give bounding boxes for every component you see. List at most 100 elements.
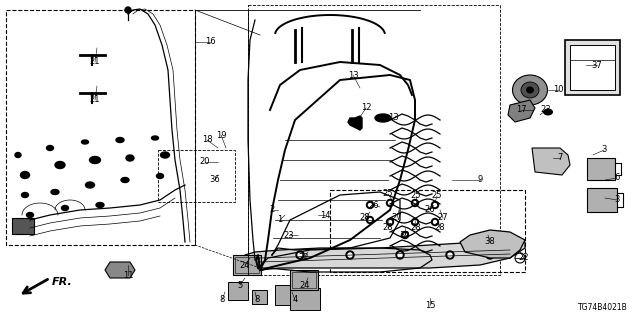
Text: 21: 21 [90, 95, 100, 105]
Ellipse shape [543, 108, 553, 116]
Circle shape [388, 202, 392, 204]
Circle shape [125, 7, 131, 13]
Bar [570, 45, 615, 90]
Text: 7: 7 [557, 154, 563, 163]
Circle shape [401, 231, 408, 238]
Polygon shape [290, 288, 320, 310]
Circle shape [412, 199, 419, 206]
Circle shape [387, 219, 394, 226]
Text: 28: 28 [435, 223, 445, 233]
Circle shape [412, 219, 419, 226]
Text: 25: 25 [432, 191, 442, 201]
Polygon shape [348, 116, 362, 130]
Text: 39: 39 [400, 230, 410, 239]
Text: 9: 9 [477, 175, 483, 185]
Text: 12: 12 [361, 103, 371, 113]
Circle shape [431, 202, 438, 209]
Bar [330, 190, 525, 272]
Polygon shape [235, 257, 259, 273]
Ellipse shape [86, 182, 95, 188]
Polygon shape [252, 290, 267, 304]
Text: 23: 23 [541, 106, 551, 115]
Ellipse shape [513, 75, 547, 105]
Circle shape [387, 199, 394, 206]
Text: 8: 8 [220, 295, 225, 305]
Circle shape [296, 251, 304, 259]
Polygon shape [105, 262, 135, 278]
Polygon shape [290, 270, 318, 290]
Text: 37: 37 [591, 60, 602, 69]
Text: 26: 26 [425, 205, 435, 214]
Ellipse shape [116, 138, 124, 142]
Polygon shape [292, 272, 316, 288]
Text: 4: 4 [292, 295, 298, 305]
Polygon shape [240, 240, 525, 272]
Text: 28: 28 [411, 223, 421, 233]
Circle shape [488, 253, 492, 257]
Circle shape [367, 202, 374, 209]
Text: 24: 24 [300, 281, 310, 290]
Text: 3: 3 [602, 146, 607, 155]
Ellipse shape [126, 155, 134, 161]
Circle shape [348, 253, 352, 257]
Polygon shape [532, 148, 570, 175]
Text: 27: 27 [392, 213, 403, 222]
Ellipse shape [55, 162, 65, 169]
Text: TG74B4021B: TG74B4021B [579, 303, 628, 312]
Bar [12, 218, 34, 234]
Text: 5: 5 [237, 281, 243, 290]
Text: 19: 19 [216, 131, 227, 140]
Bar [565, 40, 620, 95]
Circle shape [433, 220, 436, 223]
Polygon shape [460, 230, 525, 258]
Text: 38: 38 [484, 237, 495, 246]
Text: 10: 10 [553, 85, 563, 94]
Text: 18: 18 [202, 135, 212, 145]
Circle shape [398, 253, 402, 257]
Ellipse shape [15, 153, 21, 157]
Circle shape [448, 253, 452, 257]
Text: 14: 14 [320, 211, 330, 220]
Text: 1: 1 [277, 215, 283, 225]
Text: 13: 13 [388, 114, 398, 123]
Ellipse shape [90, 156, 100, 164]
Text: 24: 24 [240, 260, 250, 269]
Text: 16: 16 [205, 37, 215, 46]
Text: 20: 20 [200, 157, 211, 166]
Text: 17: 17 [516, 106, 526, 115]
Polygon shape [587, 158, 615, 180]
Ellipse shape [47, 146, 54, 150]
Ellipse shape [121, 178, 129, 182]
Text: 28: 28 [383, 223, 394, 233]
Circle shape [369, 204, 371, 206]
Ellipse shape [22, 193, 29, 197]
Circle shape [486, 251, 494, 259]
Ellipse shape [521, 82, 539, 98]
Ellipse shape [375, 114, 391, 122]
Ellipse shape [81, 140, 88, 144]
Circle shape [446, 251, 454, 259]
Ellipse shape [96, 203, 104, 207]
Text: 21: 21 [90, 58, 100, 67]
Ellipse shape [26, 212, 33, 218]
Circle shape [298, 253, 302, 257]
Text: 22: 22 [299, 253, 309, 262]
Text: 25: 25 [411, 191, 421, 201]
Ellipse shape [51, 189, 59, 195]
Text: 3: 3 [614, 196, 620, 204]
Circle shape [369, 219, 371, 221]
Polygon shape [587, 188, 617, 212]
Ellipse shape [20, 172, 29, 179]
Bar [158, 150, 235, 202]
Ellipse shape [526, 86, 534, 93]
Circle shape [346, 251, 354, 259]
Text: 28: 28 [360, 213, 371, 222]
Text: 27: 27 [438, 213, 448, 222]
Ellipse shape [157, 173, 163, 179]
Text: 26: 26 [369, 201, 380, 210]
Text: 6: 6 [614, 173, 620, 182]
Circle shape [433, 204, 436, 206]
Circle shape [413, 202, 417, 204]
Text: 11: 11 [123, 270, 133, 279]
Polygon shape [228, 282, 248, 300]
